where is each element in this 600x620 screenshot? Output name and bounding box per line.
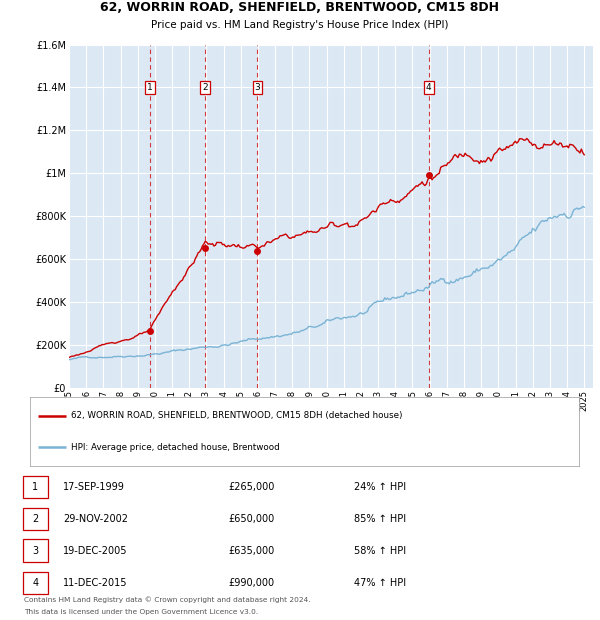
Text: £635,000: £635,000 [228,546,274,556]
Text: 4: 4 [426,83,431,92]
Text: HPI: Average price, detached house, Brentwood: HPI: Average price, detached house, Bren… [71,443,280,452]
Text: £265,000: £265,000 [228,482,274,492]
Text: 2: 2 [32,514,38,524]
Text: 24% ↑ HPI: 24% ↑ HPI [354,482,406,492]
Text: £990,000: £990,000 [228,578,274,588]
Text: 29-NOV-2002: 29-NOV-2002 [63,514,128,524]
Text: 4: 4 [32,578,38,588]
Text: 11-DEC-2015: 11-DEC-2015 [63,578,128,588]
Text: 47% ↑ HPI: 47% ↑ HPI [354,578,406,588]
Text: 1: 1 [32,482,38,492]
Text: 62, WORRIN ROAD, SHENFIELD, BRENTWOOD, CM15 8DH (detached house): 62, WORRIN ROAD, SHENFIELD, BRENTWOOD, C… [71,411,403,420]
Text: Contains HM Land Registry data © Crown copyright and database right 2024.: Contains HM Land Registry data © Crown c… [24,596,311,603]
Text: 2: 2 [202,83,208,92]
Text: £650,000: £650,000 [228,514,274,524]
Text: 1: 1 [147,83,153,92]
Text: 3: 3 [254,83,260,92]
Text: 17-SEP-1999: 17-SEP-1999 [63,482,125,492]
Text: 19-DEC-2005: 19-DEC-2005 [63,546,128,556]
Text: 58% ↑ HPI: 58% ↑ HPI [354,546,406,556]
Text: 62, WORRIN ROAD, SHENFIELD, BRENTWOOD, CM15 8DH: 62, WORRIN ROAD, SHENFIELD, BRENTWOOD, C… [101,1,499,14]
Text: 3: 3 [32,546,38,556]
Text: 85% ↑ HPI: 85% ↑ HPI [354,514,406,524]
Text: Price paid vs. HM Land Registry's House Price Index (HPI): Price paid vs. HM Land Registry's House … [151,20,449,30]
Text: This data is licensed under the Open Government Licence v3.0.: This data is licensed under the Open Gov… [24,609,258,615]
